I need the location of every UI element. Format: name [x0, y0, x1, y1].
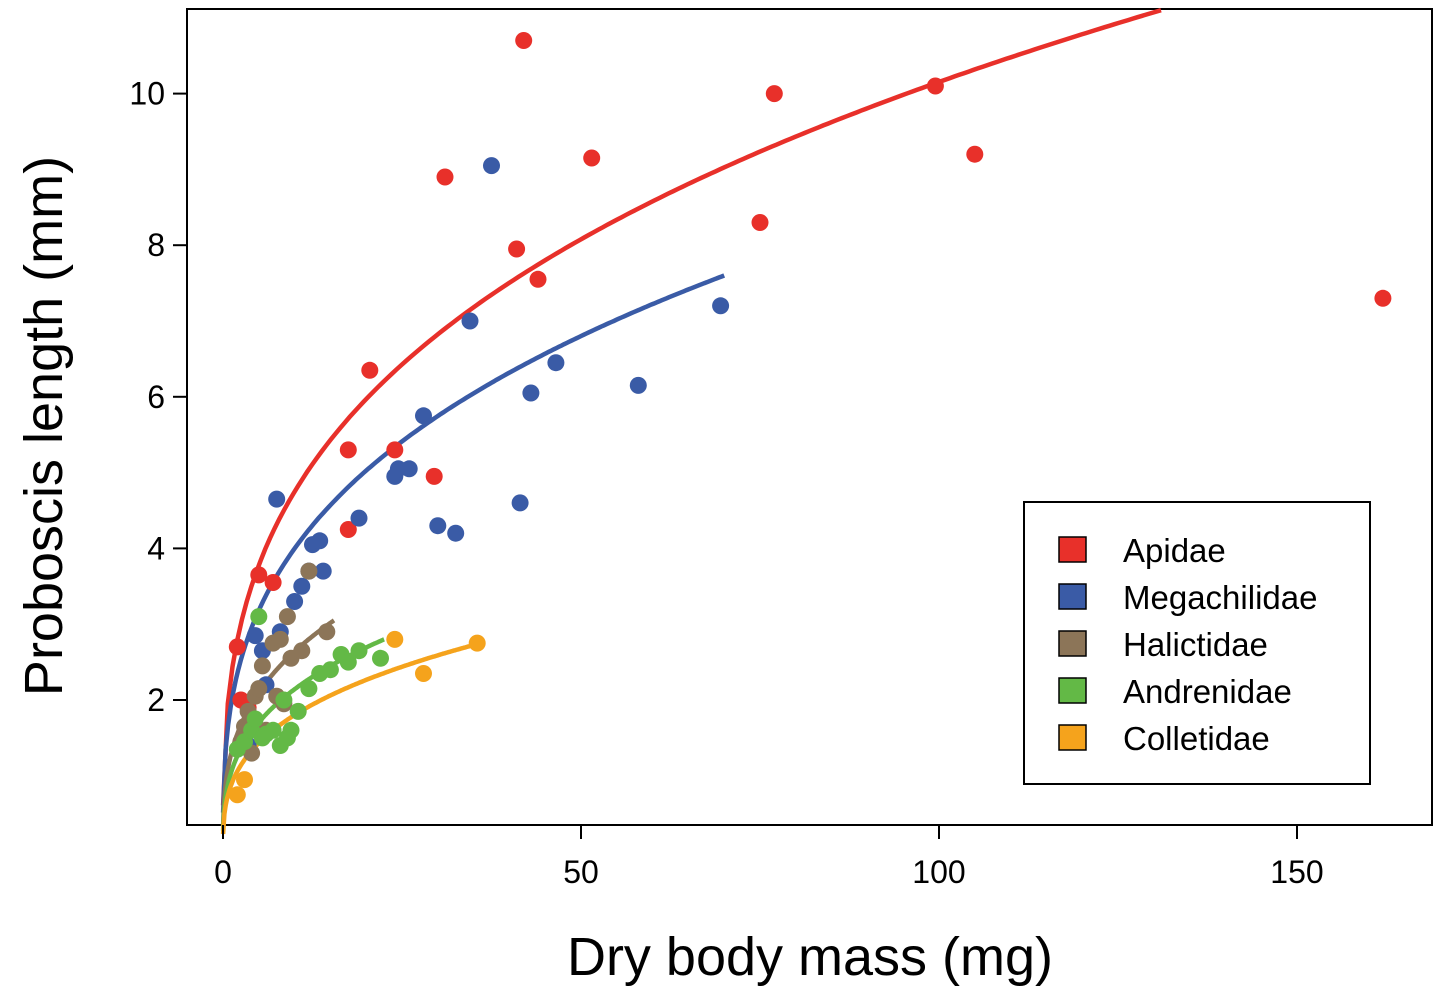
point-apidae: [515, 32, 533, 49]
point-apidae: [583, 149, 601, 167]
point-apidae: [436, 168, 454, 186]
point-andrenidae: [339, 653, 357, 671]
point-apidae: [339, 441, 357, 459]
point-megachilidae: [522, 384, 540, 402]
point-megachilidae: [547, 354, 565, 372]
point-megachilidae: [350, 509, 368, 527]
point-megachilidae: [429, 517, 447, 535]
x-axis-title: Dry body mass (mg): [567, 927, 1053, 987]
point-megachilidae: [311, 532, 329, 550]
point-megachilidae: [400, 460, 418, 478]
legend-label-halictidae: Halictidae: [1123, 626, 1268, 663]
fit-curve-megachilidae: [220, 273, 726, 813]
point-andrenidae: [289, 702, 307, 720]
point-megachilidae: [246, 627, 264, 645]
point-colletidae: [228, 786, 246, 804]
point-megachilidae: [415, 407, 432, 425]
legend-swatch-apidae: [1058, 536, 1087, 563]
point-halictidae: [300, 562, 318, 580]
point-apidae: [361, 361, 379, 379]
y-axis-title: Proboscis length (mm): [14, 156, 74, 696]
legend-label-megachilidae: Megachilidae: [1123, 579, 1317, 616]
plot-area: [186, 8, 1433, 826]
point-colletidae: [468, 634, 486, 652]
y-tick-label: 2: [147, 682, 165, 718]
point-apidae: [228, 638, 246, 656]
point-apidae: [529, 270, 547, 288]
axes: 0 50 100 150 2 4 6 8 10: [129, 76, 1323, 890]
point-apidae: [1374, 289, 1392, 307]
point-halictidae: [318, 623, 336, 641]
legend-label-apidae: Apidae: [1123, 532, 1226, 569]
point-andrenidae: [372, 649, 389, 667]
point-apidae: [926, 77, 944, 95]
x-tick-label: 100: [912, 854, 965, 890]
point-apidae: [425, 467, 443, 485]
x-tick-label: 0: [214, 854, 232, 890]
point-megachilidae: [314, 562, 332, 580]
point-colletidae: [415, 665, 432, 682]
legend-swatch-colletidae: [1058, 724, 1087, 751]
point-megachilidae: [268, 490, 286, 508]
point-andrenidae: [300, 680, 318, 698]
legend-swatch-andrenidae: [1058, 677, 1087, 704]
legend-label-andrenidae: Andrenidae: [1123, 673, 1292, 710]
x-tick-label: 150: [1270, 854, 1323, 890]
point-megachilidae: [712, 297, 730, 315]
y-tick-label: 10: [129, 76, 165, 112]
point-andrenidae: [246, 710, 264, 728]
point-apidae: [250, 566, 268, 584]
legend-swatch-halictidae: [1058, 630, 1087, 657]
point-megachilidae: [511, 494, 529, 512]
point-andrenidae: [350, 642, 368, 660]
point-colletidae: [236, 771, 253, 789]
data-points: [228, 32, 1392, 804]
point-colletidae: [386, 630, 404, 648]
y-tick-label: 8: [147, 227, 165, 263]
legend-label-colletidae: Colletidae: [1123, 720, 1270, 757]
point-halictidae: [278, 608, 296, 626]
point-apidae: [765, 85, 783, 103]
fit-curve-apidae: [220, 8, 1162, 806]
point-andrenidae: [282, 721, 300, 739]
point-apidae: [751, 214, 769, 231]
y-tick-label: 4: [147, 530, 165, 566]
point-apidae: [386, 441, 404, 459]
y-tick-label: 6: [147, 379, 165, 415]
point-halictidae: [293, 642, 311, 660]
point-halictidae: [250, 680, 268, 698]
point-megachilidae: [483, 157, 500, 175]
plot-frame: [186, 8, 1433, 826]
point-megachilidae: [447, 524, 465, 542]
legend-swatch-megachilidae: [1058, 583, 1087, 610]
point-megachilidae: [461, 312, 479, 330]
point-halictidae: [271, 630, 289, 648]
point-andrenidae: [250, 608, 268, 626]
point-megachilidae: [629, 376, 647, 394]
point-apidae: [264, 574, 282, 591]
point-megachilidae: [293, 577, 311, 595]
point-andrenidae: [264, 721, 282, 739]
point-halictidae: [253, 657, 271, 675]
point-megachilidae: [286, 593, 304, 610]
point-apidae: [339, 521, 357, 538]
point-andrenidae: [275, 691, 293, 709]
point-apidae: [508, 240, 526, 258]
fit-lines: [220, 8, 1162, 835]
point-andrenidae: [321, 661, 339, 679]
point-apidae: [966, 145, 984, 163]
x-tick-label: 50: [563, 854, 599, 890]
legend: Apidae Megachilidae Halictidae Andrenidae Co…: [1023, 501, 1371, 785]
